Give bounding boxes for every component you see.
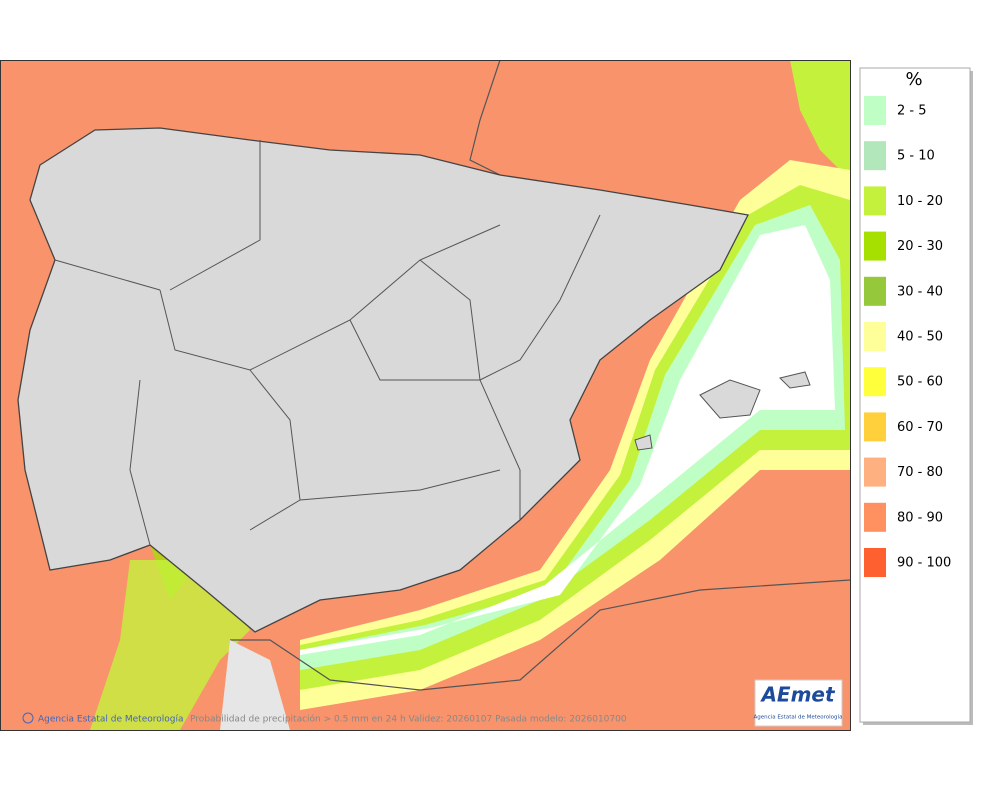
land (220, 640, 290, 730)
precip-band (300, 225, 835, 655)
map (0, 60, 850, 730)
logo-box (754, 679, 843, 727)
island (699, 379, 761, 419)
copyright-icon (22, 712, 34, 724)
legend-items: 2 - 5 5 - 10 10 - 20 20 - 30 30 - 40 40 - 50 5… (864, 96, 951, 577)
legend-swatch (864, 548, 886, 577)
legend-label: 40 - 50 (897, 330, 943, 345)
legend-swatch (864, 141, 886, 171)
region-border (54, 140, 601, 546)
caption: Probabilidad de precipitación > 0.5 mm e… (190, 714, 627, 725)
legend-swatch (864, 276, 886, 306)
legend-swatch (864, 186, 886, 216)
legend-label: 90 - 100 (897, 556, 951, 571)
island (634, 434, 653, 451)
legend-swatch (864, 322, 886, 351)
precip-band (90, 560, 250, 730)
coastline (469, 60, 501, 176)
legend-title: % (905, 69, 922, 90)
precip-band (300, 205, 845, 670)
legend-swatch (864, 457, 886, 487)
legend-label: 2 - 5 (897, 104, 927, 119)
legend-box (859, 67, 971, 723)
precip-band (790, 60, 850, 180)
credit: Agencia Estatal de Meteorología (38, 715, 184, 725)
legend-label: 50 - 60 (897, 375, 943, 390)
legend-swatch (864, 412, 886, 442)
logo-name: AEmet (759, 683, 836, 707)
legend-label: 5 - 10 (897, 149, 935, 164)
island (779, 371, 811, 389)
legend-swatch (864, 502, 886, 532)
legend-swatch (864, 367, 886, 397)
legend-label: 30 - 40 (897, 284, 943, 299)
logo-subtitle: Agencia Estatal de Meteorología (754, 714, 843, 721)
legend-label: 10 - 20 (897, 194, 943, 209)
legend-label: 20 - 30 (897, 239, 943, 254)
legend-swatch (864, 231, 886, 261)
legend-label: 60 - 70 (897, 420, 943, 435)
map-frame (0, 60, 851, 731)
legend-label: 70 - 80 (897, 465, 943, 480)
coastline (230, 579, 850, 691)
legend-swatch (864, 96, 886, 125)
legend-label: 80 - 90 (897, 510, 943, 525)
